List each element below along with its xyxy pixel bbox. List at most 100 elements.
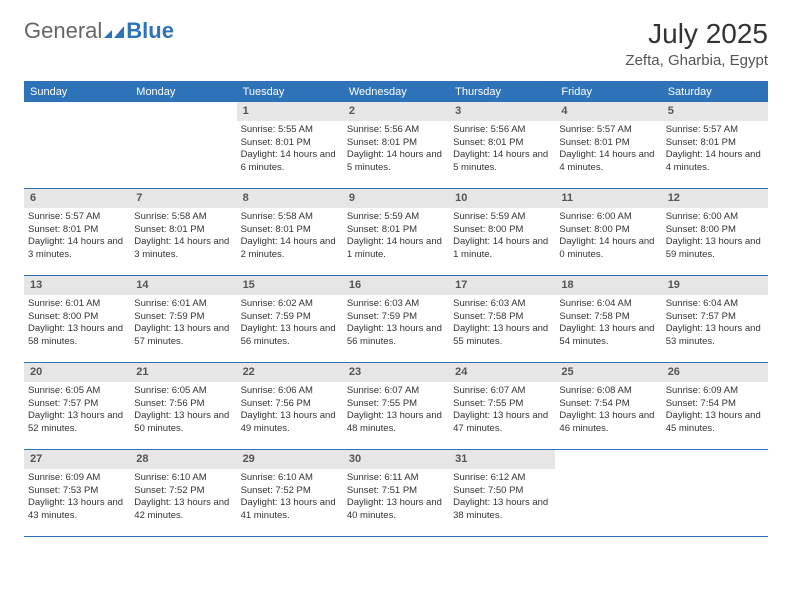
day-number: 17 [449, 276, 555, 295]
day-body: Sunrise: 6:00 AMSunset: 8:00 PMDaylight:… [555, 208, 661, 265]
logo-general: General [24, 18, 102, 44]
sunrise-line: Sunrise: 6:01 AM [28, 298, 126, 311]
day-cell: 15Sunrise: 6:02 AMSunset: 7:59 PMDayligh… [237, 276, 343, 362]
daylight-line: Daylight: 13 hours and 45 minutes. [666, 410, 764, 436]
sunset-line: Sunset: 8:00 PM [28, 311, 126, 324]
sunset-line: Sunset: 7:51 PM [347, 485, 445, 498]
sunset-line: Sunset: 8:00 PM [559, 224, 657, 237]
daylight-line: Daylight: 14 hours and 0 minutes. [559, 236, 657, 262]
day-number: 9 [343, 189, 449, 208]
daylight-line: Daylight: 14 hours and 3 minutes. [28, 236, 126, 262]
daylight-line: Daylight: 13 hours and 57 minutes. [134, 323, 232, 349]
day-body: Sunrise: 5:55 AMSunset: 8:01 PMDaylight:… [237, 121, 343, 178]
day-cell: 26Sunrise: 6:09 AMSunset: 7:54 PMDayligh… [662, 363, 768, 449]
day-body: Sunrise: 6:12 AMSunset: 7:50 PMDaylight:… [449, 469, 555, 526]
sunrise-line: Sunrise: 5:56 AM [347, 124, 445, 137]
week-row: 6Sunrise: 5:57 AMSunset: 8:01 PMDaylight… [24, 189, 768, 276]
day-cell: 8Sunrise: 5:58 AMSunset: 8:01 PMDaylight… [237, 189, 343, 275]
daylight-line: Daylight: 13 hours and 50 minutes. [134, 410, 232, 436]
sunrise-line: Sunrise: 5:56 AM [453, 124, 551, 137]
day-number: 7 [130, 189, 236, 208]
day-cell: 24Sunrise: 6:07 AMSunset: 7:55 PMDayligh… [449, 363, 555, 449]
day-body: Sunrise: 6:07 AMSunset: 7:55 PMDaylight:… [449, 382, 555, 439]
daylight-line: Daylight: 13 hours and 56 minutes. [241, 323, 339, 349]
sunset-line: Sunset: 7:52 PM [241, 485, 339, 498]
logo-blue: Blue [126, 18, 174, 44]
day-number: 3 [449, 102, 555, 121]
day-body: Sunrise: 5:57 AMSunset: 8:01 PMDaylight:… [662, 121, 768, 178]
daylight-line: Daylight: 13 hours and 42 minutes. [134, 497, 232, 523]
day-body: Sunrise: 6:05 AMSunset: 7:56 PMDaylight:… [130, 382, 236, 439]
daylight-line: Daylight: 13 hours and 53 minutes. [666, 323, 764, 349]
sunrise-line: Sunrise: 6:01 AM [134, 298, 232, 311]
sunset-line: Sunset: 8:01 PM [347, 224, 445, 237]
day-body: Sunrise: 5:59 AMSunset: 8:00 PMDaylight:… [449, 208, 555, 265]
day-body: Sunrise: 5:57 AMSunset: 8:01 PMDaylight:… [555, 121, 661, 178]
sunrise-line: Sunrise: 6:03 AM [347, 298, 445, 311]
sunset-line: Sunset: 8:01 PM [28, 224, 126, 237]
daylight-line: Daylight: 13 hours and 59 minutes. [666, 236, 764, 262]
day-body: Sunrise: 6:06 AMSunset: 7:56 PMDaylight:… [237, 382, 343, 439]
day-cell: 27Sunrise: 6:09 AMSunset: 7:53 PMDayligh… [24, 450, 130, 536]
day-cell: 4Sunrise: 5:57 AMSunset: 8:01 PMDaylight… [555, 102, 661, 188]
weekday-label: Tuesday [237, 82, 343, 102]
day-body: Sunrise: 6:10 AMSunset: 7:52 PMDaylight:… [237, 469, 343, 526]
day-number: 15 [237, 276, 343, 295]
daylight-line: Daylight: 14 hours and 6 minutes. [241, 149, 339, 175]
day-number: 21 [130, 363, 236, 382]
sunrise-line: Sunrise: 6:05 AM [134, 385, 232, 398]
daylight-line: Daylight: 13 hours and 40 minutes. [347, 497, 445, 523]
day-body: Sunrise: 6:03 AMSunset: 7:59 PMDaylight:… [343, 295, 449, 352]
day-cell: 28Sunrise: 6:10 AMSunset: 7:52 PMDayligh… [130, 450, 236, 536]
day-cell: 14Sunrise: 6:01 AMSunset: 7:59 PMDayligh… [130, 276, 236, 362]
daylight-line: Daylight: 14 hours and 5 minutes. [347, 149, 445, 175]
sunrise-line: Sunrise: 6:00 AM [666, 211, 764, 224]
day-body: Sunrise: 5:58 AMSunset: 8:01 PMDaylight:… [130, 208, 236, 265]
day-number: 28 [130, 450, 236, 469]
sunrise-line: Sunrise: 6:12 AM [453, 472, 551, 485]
weekday-row: SundayMondayTuesdayWednesdayThursdayFrid… [24, 82, 768, 102]
sunrise-line: Sunrise: 5:59 AM [453, 211, 551, 224]
sunset-line: Sunset: 7:58 PM [453, 311, 551, 324]
day-body: Sunrise: 6:07 AMSunset: 7:55 PMDaylight:… [343, 382, 449, 439]
month-title: July 2025 [625, 18, 768, 50]
weekday-label: Thursday [449, 82, 555, 102]
logo: General Blue [24, 18, 174, 44]
day-number: 30 [343, 450, 449, 469]
week-row: 13Sunrise: 6:01 AMSunset: 8:00 PMDayligh… [24, 276, 768, 363]
header: General Blue July 2025 Zefta, Gharbia, E… [24, 18, 768, 69]
location: Zefta, Gharbia, Egypt [625, 52, 768, 69]
sunrise-line: Sunrise: 5:57 AM [666, 124, 764, 137]
day-body: Sunrise: 6:08 AMSunset: 7:54 PMDaylight:… [555, 382, 661, 439]
day-number: 6 [24, 189, 130, 208]
day-body: Sunrise: 6:04 AMSunset: 7:57 PMDaylight:… [662, 295, 768, 352]
day-body: Sunrise: 5:58 AMSunset: 8:01 PMDaylight:… [237, 208, 343, 265]
daylight-line: Daylight: 13 hours and 58 minutes. [28, 323, 126, 349]
daylight-line: Daylight: 13 hours and 41 minutes. [241, 497, 339, 523]
day-body: Sunrise: 6:03 AMSunset: 7:58 PMDaylight:… [449, 295, 555, 352]
daylight-line: Daylight: 13 hours and 47 minutes. [453, 410, 551, 436]
day-number: 10 [449, 189, 555, 208]
sunset-line: Sunset: 7:59 PM [347, 311, 445, 324]
day-body: Sunrise: 5:59 AMSunset: 8:01 PMDaylight:… [343, 208, 449, 265]
day-number: 12 [662, 189, 768, 208]
sunrise-line: Sunrise: 6:10 AM [241, 472, 339, 485]
daylight-line: Daylight: 14 hours and 3 minutes. [134, 236, 232, 262]
day-number: 2 [343, 102, 449, 121]
sunrise-line: Sunrise: 6:06 AM [241, 385, 339, 398]
day-body: Sunrise: 6:05 AMSunset: 7:57 PMDaylight:… [24, 382, 130, 439]
calendar: SundayMondayTuesdayWednesdayThursdayFrid… [24, 81, 768, 537]
day-cell [130, 102, 236, 188]
day-number: 24 [449, 363, 555, 382]
daylight-line: Daylight: 13 hours and 56 minutes. [347, 323, 445, 349]
day-cell: 29Sunrise: 6:10 AMSunset: 7:52 PMDayligh… [237, 450, 343, 536]
sunrise-line: Sunrise: 5:59 AM [347, 211, 445, 224]
weeks-container: 1Sunrise: 5:55 AMSunset: 8:01 PMDaylight… [24, 102, 768, 537]
sunset-line: Sunset: 8:00 PM [453, 224, 551, 237]
sunrise-line: Sunrise: 5:57 AM [28, 211, 126, 224]
day-cell: 7Sunrise: 5:58 AMSunset: 8:01 PMDaylight… [130, 189, 236, 275]
day-cell: 2Sunrise: 5:56 AMSunset: 8:01 PMDaylight… [343, 102, 449, 188]
sunrise-line: Sunrise: 6:07 AM [347, 385, 445, 398]
day-cell [24, 102, 130, 188]
day-body: Sunrise: 6:01 AMSunset: 7:59 PMDaylight:… [130, 295, 236, 352]
